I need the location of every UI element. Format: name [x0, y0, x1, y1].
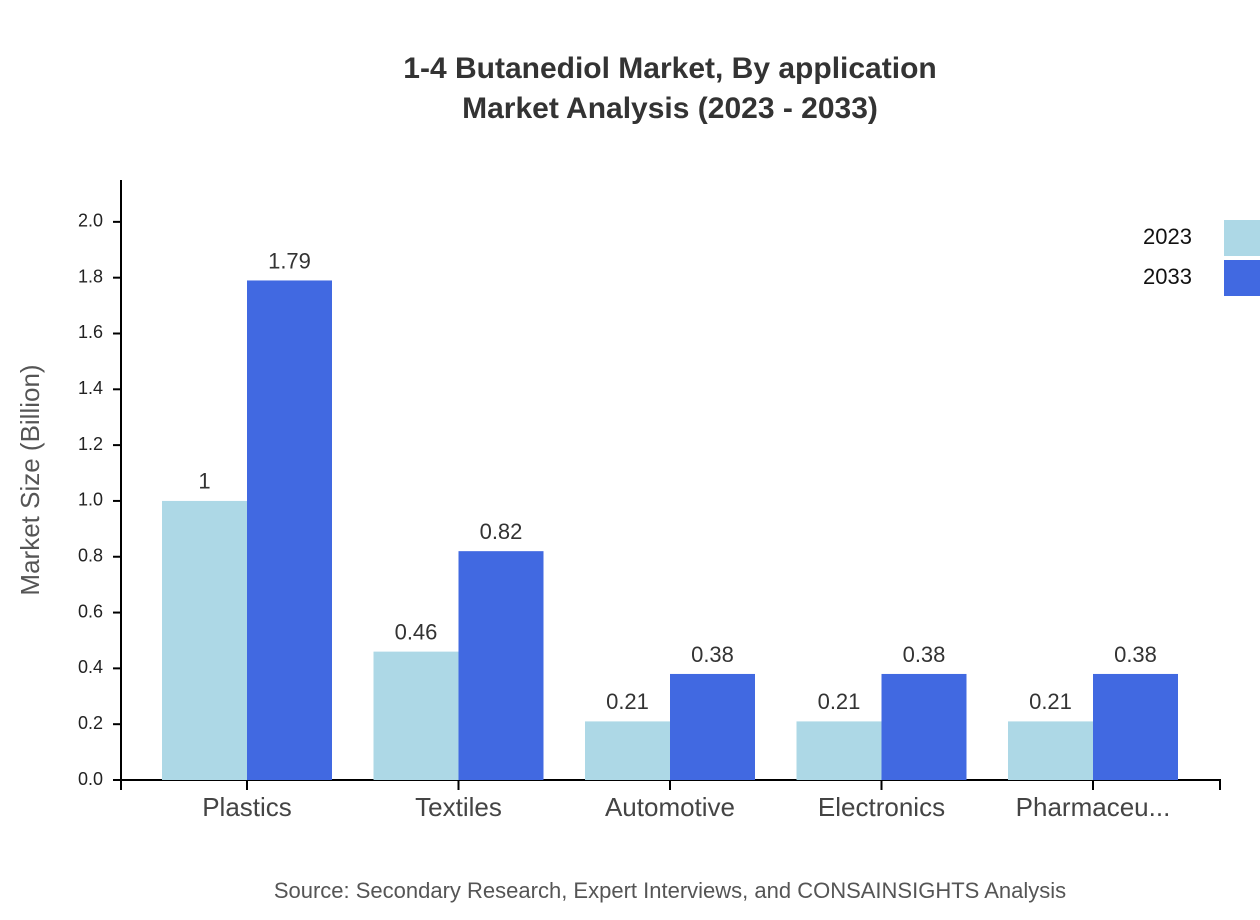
x-tick-label: Electronics [818, 792, 945, 822]
y-tick-label: 1.0 [78, 490, 103, 510]
x-tick-label: Textiles [415, 792, 502, 822]
value-label: 1.79 [268, 248, 311, 273]
y-tick-label: 2.0 [78, 211, 103, 231]
x-tick-label: Pharmaceu... [1016, 792, 1171, 822]
y-tick-label: 1.4 [78, 378, 103, 398]
bar [162, 500, 247, 780]
y-tick-label: 0.2 [78, 713, 103, 733]
y-tick-label: 1.2 [78, 434, 103, 454]
bar [1093, 673, 1178, 780]
value-label: 0.38 [1114, 642, 1157, 667]
y-axis-title: Market Size (Billion) [15, 364, 45, 595]
legend-swatch [1224, 260, 1260, 296]
y-tick-label: 1.6 [78, 322, 103, 342]
value-label: 0.21 [606, 689, 649, 714]
value-label: 0.46 [395, 619, 438, 644]
bar [670, 673, 755, 780]
y-tick-label: 0.8 [78, 545, 103, 565]
value-label: 0.38 [691, 642, 734, 667]
value-label: 0.82 [480, 519, 523, 544]
bar [458, 551, 544, 780]
y-tick-label: 0.4 [78, 657, 103, 677]
bar [1008, 721, 1093, 780]
source-note: Source: Secondary Research, Expert Inter… [274, 878, 1066, 903]
legend-label: 2033 [1143, 264, 1192, 289]
bar [881, 673, 967, 780]
value-label: 0.38 [903, 642, 946, 667]
x-tick-label: Plastics [202, 792, 292, 822]
chart-title: 1-4 Butanediol Market, By application [403, 52, 936, 85]
bar [585, 721, 670, 780]
x-tick-label: Automotive [605, 792, 735, 822]
value-label: 0.21 [818, 689, 861, 714]
bar [373, 651, 459, 780]
legend-label: 2023 [1143, 224, 1192, 249]
legend-swatch [1224, 220, 1260, 256]
y-tick-label: 0.0 [78, 769, 103, 789]
chart-title: Market Analysis (2023 - 2033) [462, 92, 878, 125]
y-tick-label: 0.6 [78, 601, 103, 621]
bar [247, 280, 332, 780]
value-label: 0.21 [1029, 689, 1072, 714]
value-label: 1 [198, 469, 210, 494]
y-tick-label: 1.8 [78, 266, 103, 286]
bar [796, 721, 882, 780]
